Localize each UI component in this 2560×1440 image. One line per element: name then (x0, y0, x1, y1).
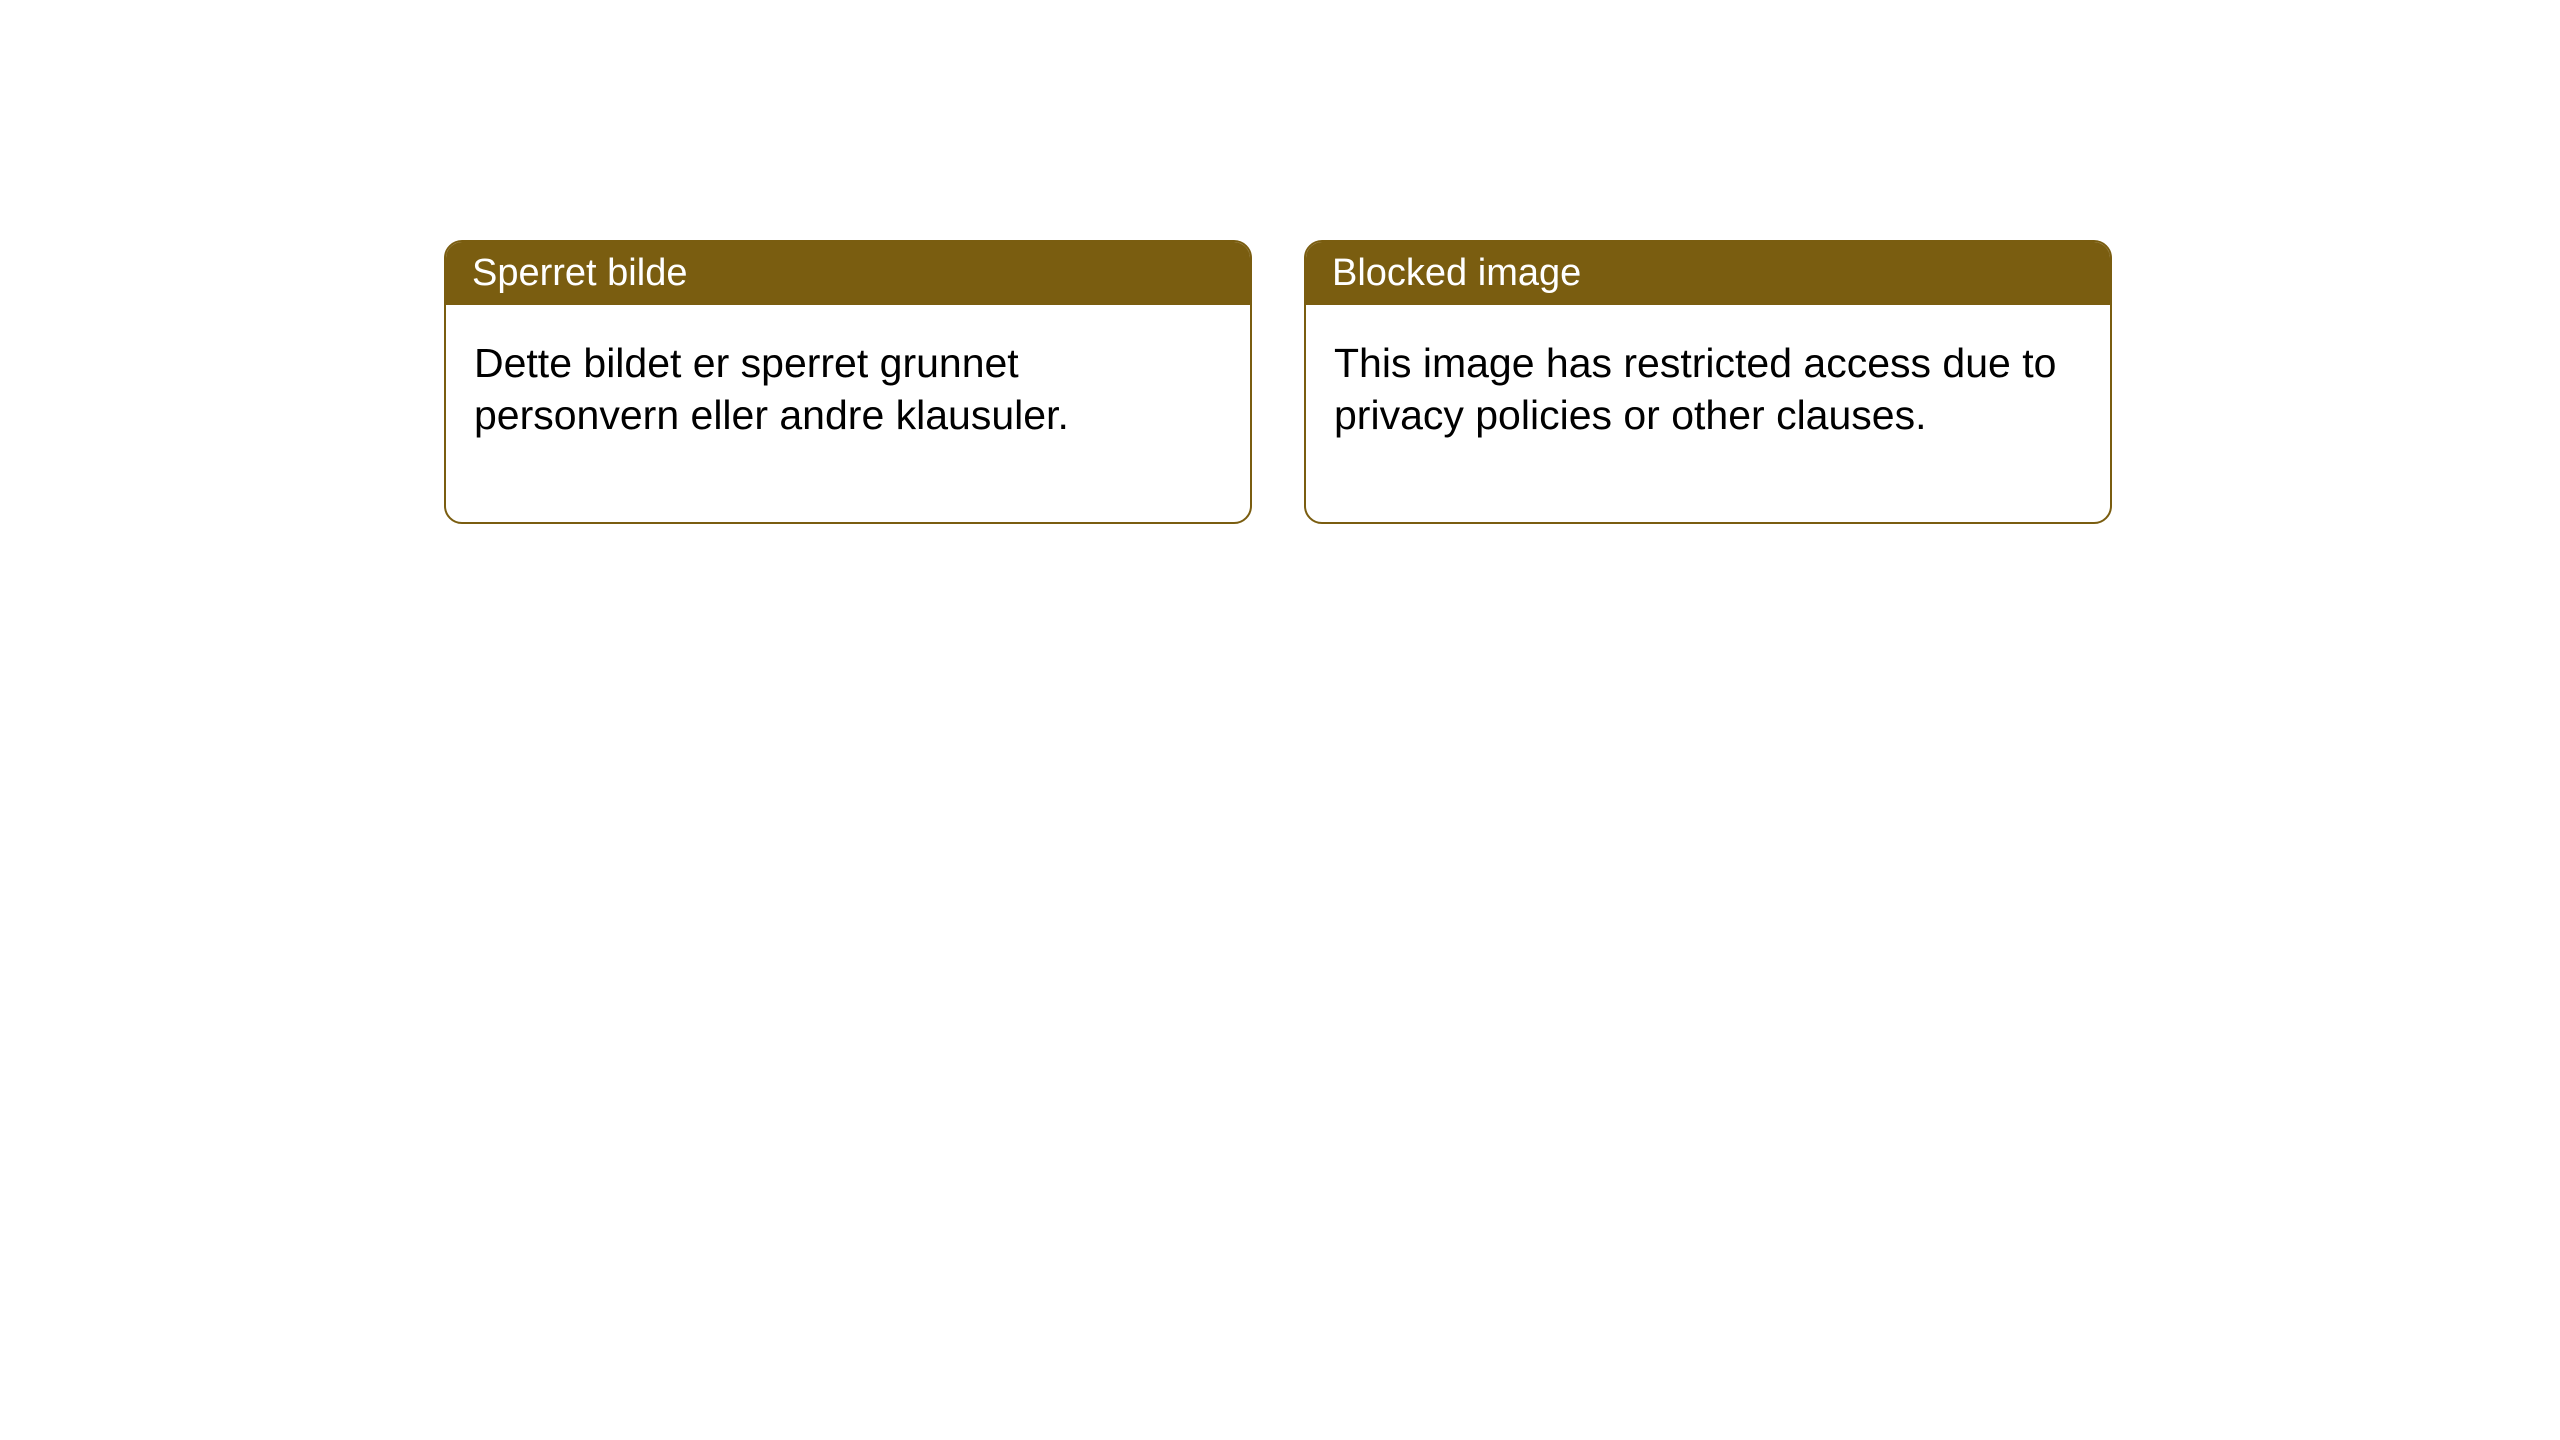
notice-card-english: Blocked image This image has restricted … (1304, 240, 2112, 524)
notice-card-norwegian: Sperret bilde Dette bildet er sperret gr… (444, 240, 1252, 524)
notice-header: Sperret bilde (446, 242, 1250, 305)
notice-header: Blocked image (1306, 242, 2110, 305)
notice-container: Sperret bilde Dette bildet er sperret gr… (0, 0, 2560, 524)
notice-body: This image has restricted access due to … (1306, 305, 2110, 522)
notice-body: Dette bildet er sperret grunnet personve… (446, 305, 1250, 522)
